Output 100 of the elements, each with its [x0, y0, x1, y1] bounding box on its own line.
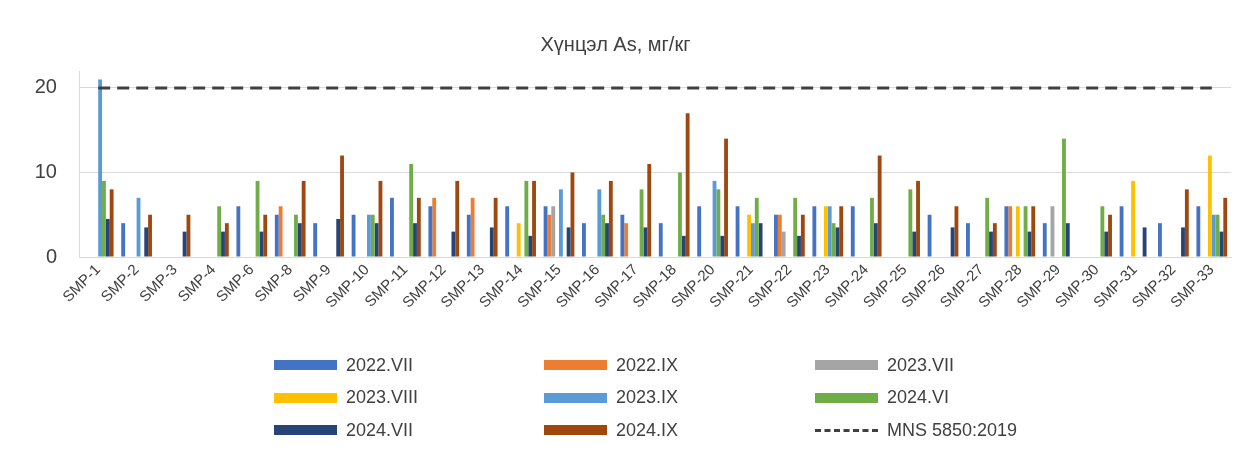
bar — [551, 206, 556, 257]
y-tick-label: 0 — [45, 244, 57, 267]
bar — [643, 227, 648, 257]
bar — [747, 214, 751, 257]
bar — [1142, 227, 1147, 257]
bar — [224, 223, 229, 257]
bar — [274, 214, 279, 257]
bar — [850, 206, 855, 257]
bar — [390, 197, 394, 257]
bar — [236, 206, 241, 257]
bar — [647, 164, 652, 257]
bar — [774, 214, 778, 257]
bar — [1042, 223, 1047, 257]
bar — [916, 180, 920, 257]
bar — [582, 223, 586, 257]
bar — [601, 214, 606, 257]
bar — [1108, 214, 1112, 257]
bar — [278, 206, 283, 257]
bar — [451, 231, 456, 257]
bar — [455, 180, 460, 257]
bar — [724, 138, 728, 257]
bar — [835, 227, 840, 257]
legend-label: 2023.IX — [616, 387, 679, 409]
legend-label: 2022.IX — [616, 354, 679, 376]
y-tick-label: 10 — [34, 159, 57, 182]
bar — [966, 223, 970, 257]
bar — [877, 155, 882, 257]
bar — [340, 155, 344, 257]
bar — [873, 223, 878, 257]
bar — [823, 206, 828, 257]
bar — [605, 223, 609, 257]
bar — [566, 227, 571, 257]
bar — [777, 214, 782, 257]
bar — [793, 197, 798, 257]
bar — [1219, 231, 1224, 257]
bar — [989, 231, 993, 257]
bar — [1015, 206, 1020, 257]
y-tick-label: 20 — [34, 75, 57, 98]
bar — [751, 223, 755, 257]
bar — [1100, 206, 1105, 257]
bar — [1104, 231, 1109, 257]
bar — [466, 214, 471, 257]
bar — [559, 189, 563, 257]
bar — [827, 206, 832, 257]
bar — [908, 189, 913, 257]
bar — [259, 231, 264, 257]
bar — [144, 227, 149, 257]
legend-label: 2022.VII — [346, 354, 414, 376]
bar — [528, 235, 533, 257]
bar — [374, 223, 379, 257]
bar — [1207, 155, 1212, 257]
legend-label: 2024.VI — [887, 387, 950, 409]
bar — [681, 235, 686, 257]
bar — [263, 214, 268, 257]
bar — [797, 235, 801, 257]
bar — [413, 223, 417, 257]
bar — [313, 223, 318, 257]
bar — [812, 206, 817, 257]
bar — [416, 197, 421, 257]
bar — [409, 164, 414, 257]
bar — [685, 113, 690, 257]
bar — [121, 223, 126, 257]
bar — [301, 180, 306, 257]
bar — [1196, 206, 1201, 257]
bar — [800, 214, 805, 257]
bar — [1062, 138, 1066, 257]
bar — [1027, 231, 1032, 257]
legend-label: 2023.VII — [887, 354, 955, 376]
bar — [217, 206, 222, 257]
bar — [221, 231, 225, 257]
bar — [1031, 206, 1036, 257]
bar — [432, 197, 437, 257]
bar — [839, 206, 844, 257]
bar — [505, 206, 510, 257]
bar — [1184, 189, 1189, 257]
bar — [620, 214, 625, 257]
bar — [781, 231, 786, 257]
bar — [489, 227, 494, 257]
bar — [1004, 206, 1009, 257]
bar — [516, 223, 521, 257]
bar — [720, 235, 725, 257]
bar — [370, 214, 375, 257]
bar — [985, 197, 990, 257]
bar — [1223, 197, 1228, 257]
bar — [1131, 180, 1135, 257]
bar — [148, 214, 152, 257]
bar — [992, 223, 997, 257]
chart-title: Хүнцэл As, мг/кг — [540, 32, 691, 55]
bar — [658, 223, 663, 257]
bar — [367, 214, 371, 257]
bar — [608, 180, 613, 257]
bar — [754, 197, 759, 257]
bar — [912, 231, 917, 257]
bar — [597, 189, 602, 257]
bar — [697, 206, 702, 257]
bar — [102, 180, 106, 257]
bar — [678, 172, 682, 257]
bar — [547, 214, 552, 257]
bar — [1065, 223, 1070, 257]
legend-label: 2024.IX — [616, 419, 679, 441]
